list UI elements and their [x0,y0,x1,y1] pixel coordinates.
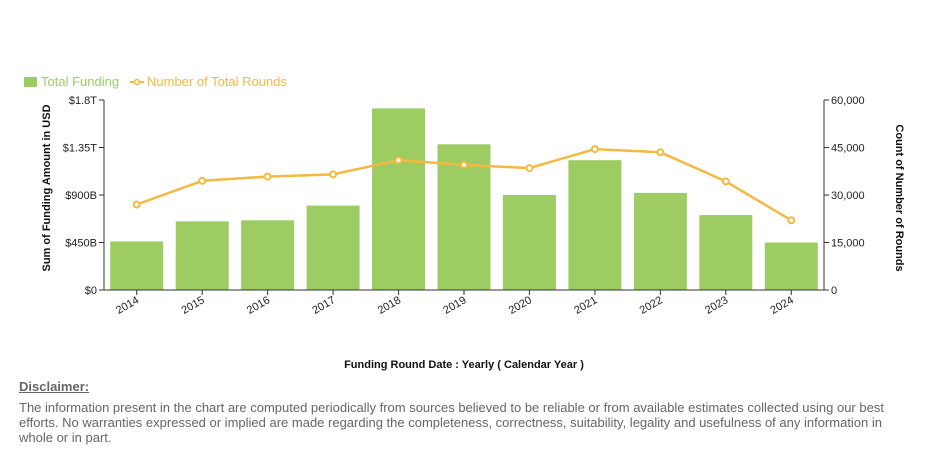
rounds-point-2014[interactable] [132,200,141,209]
bar-2020[interactable] [502,195,556,290]
rounds-point-2017[interactable] [329,170,338,179]
x-tick-label-2024: 2024 [769,294,796,317]
bar-series [110,108,818,291]
rounds-point-2015[interactable] [198,176,207,185]
disclaimer: Disclaimer: The information present in t… [19,379,909,445]
y-right-tick-label: 0 [831,285,837,297]
bar-2014[interactable] [110,241,164,290]
y-right-tick-label: 30,000 [831,190,865,202]
x-tick-label-2016: 2016 [245,294,272,317]
y-left-tick-label: $0 [85,285,97,297]
x-tick-label-2017: 2017 [310,294,337,317]
bar-2018[interactable] [372,108,425,291]
y-left-tick-label: $1.8T [69,95,97,107]
rounds-point-2024[interactable] [787,216,796,225]
bar-2017[interactable] [306,205,360,290]
x-tick-label-2021: 2021 [572,294,599,317]
y-left-tick-label: $450B [65,238,97,250]
bar-2021[interactable] [568,160,622,290]
y-left-tick-label: $1.35T [63,143,98,155]
disclaimer-title: Disclaimer: [19,379,90,394]
rounds-point-2016[interactable] [263,172,272,181]
rounds-point-2021[interactable] [590,145,599,154]
axes: $0 $450B $900B $1.35T $1.8T 0 15,000 30,000 45,0… [63,95,865,317]
legend-marker-rounds [133,78,141,86]
bar-2016[interactable] [241,220,295,290]
rounds-point-2020[interactable] [525,164,534,173]
line-series [132,145,796,225]
rounds-point-2018[interactable] [394,156,403,165]
y-left-tick-label: $900B [65,190,97,202]
x-axis-title: Funding Round Date : Yearly ( Calendar Y… [344,359,584,371]
bar-2024[interactable] [764,242,818,291]
y-axis-left-title: Sum of Funding Amount in USD [41,104,53,271]
y-right-tick-label: 60,000 [831,95,865,107]
x-tick-label-2020: 2020 [507,294,534,317]
rounds-point-2022[interactable] [656,148,665,157]
y-axis-right-title: Count of Number of Rounds [893,124,905,271]
legend-swatch-total-funding [24,77,37,87]
disclaimer-text: The information present in the chart are… [19,400,884,445]
legend-label-total-funding[interactable]: Total Funding [41,74,119,89]
x-tick-label-2014: 2014 [114,294,141,317]
bar-2015[interactable] [175,221,229,290]
rounds-point-2019[interactable] [460,160,468,169]
y-right-tick-label: 15,000 [831,238,865,250]
x-tick-label-2019: 2019 [441,294,468,317]
legend-label-total-rounds[interactable]: Number of Total Rounds [147,74,287,89]
funding-chart: Total Funding Number of Total Rounds $0$… [24,74,905,371]
bar-2022[interactable] [633,192,687,290]
x-tick-label-2022: 2022 [638,294,665,317]
x-tick-label-2018: 2018 [376,294,403,317]
y-right-tick-label: 45,000 [831,143,865,155]
rounds-point-2023[interactable] [721,177,730,186]
x-tick-label-2015: 2015 [179,294,206,317]
x-tick-label-2023: 2023 [703,294,730,317]
bar-2023[interactable] [699,215,753,290]
legend[interactable]: Total Funding Number of Total Rounds [24,74,287,89]
